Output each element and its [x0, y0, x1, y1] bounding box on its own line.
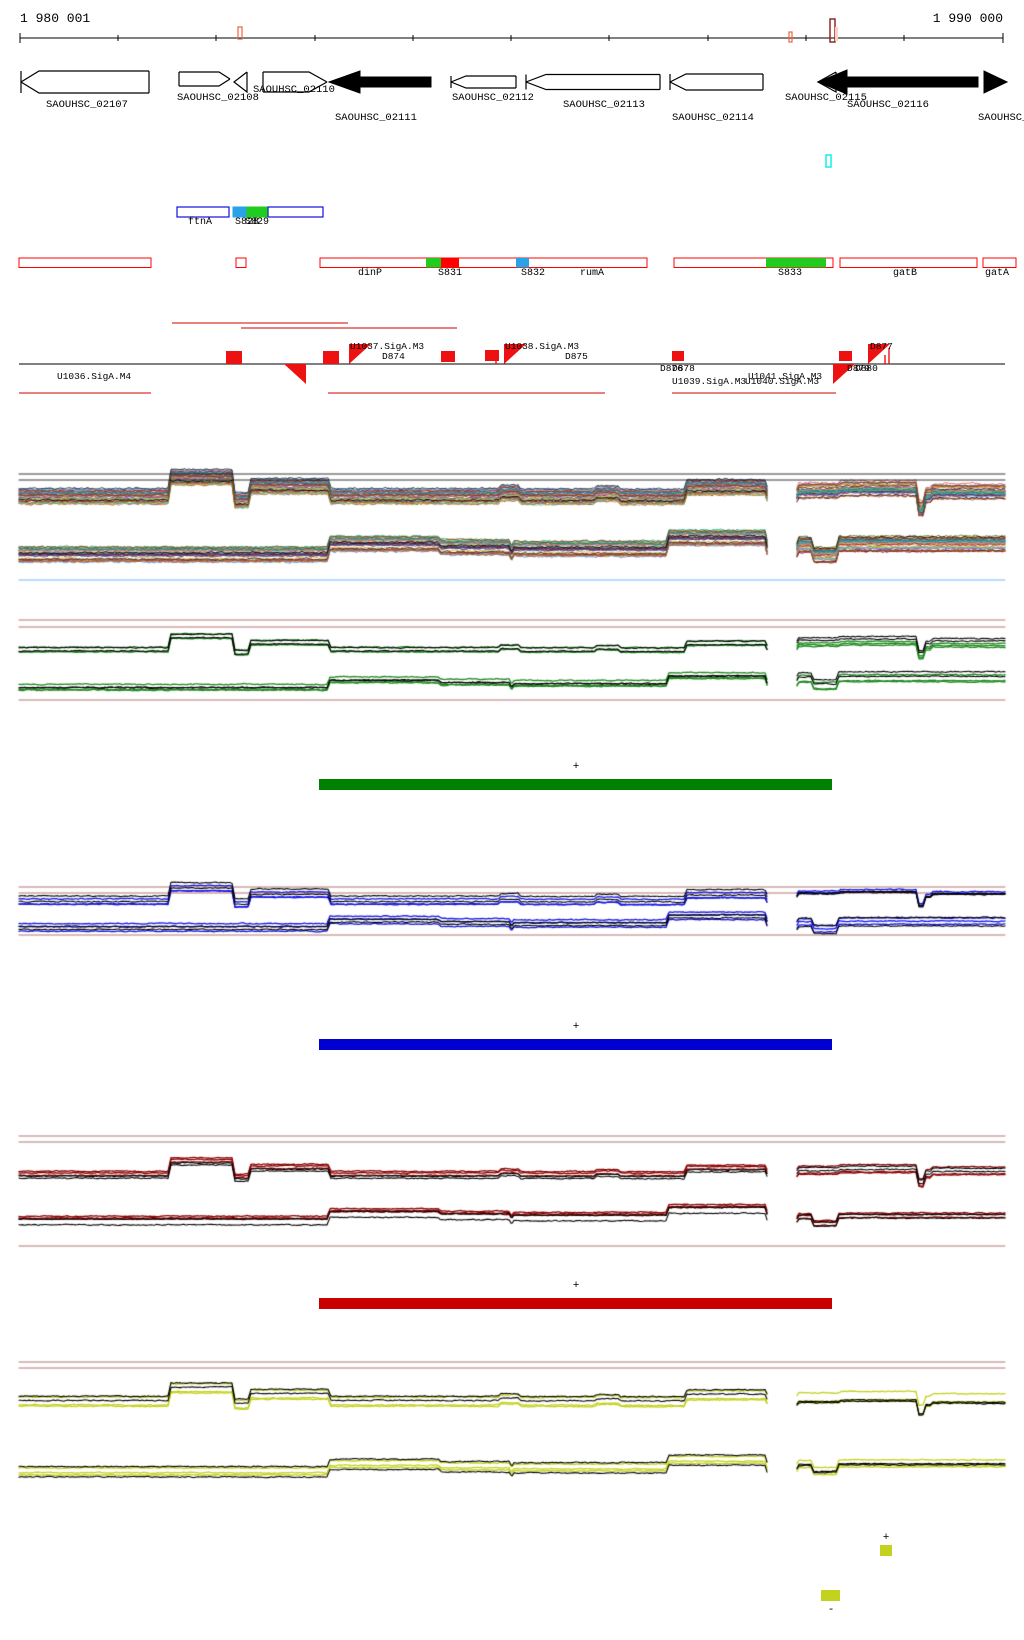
svg-text:SAOUHSC_0211: SAOUHSC_0211 [978, 112, 1024, 124]
svg-text:D878: D878 [672, 363, 695, 374]
svg-text:gatA: gatA [985, 268, 1009, 279]
svg-text:SAOUHSC_02108: SAOUHSC_02108 [177, 92, 259, 104]
svg-text:U1039.SigA.M3: U1039.SigA.M3 [672, 376, 746, 387]
svg-text:SAOUHSC_02114: SAOUHSC_02114 [672, 112, 754, 124]
svg-text:1 990 000: 1 990 000 [933, 11, 1003, 26]
svg-text:S833: S833 [778, 268, 802, 279]
svg-text:SAOUHSC_02107: SAOUHSC_02107 [46, 99, 128, 111]
svg-text:SAOUHSC_02113: SAOUHSC_02113 [563, 99, 645, 111]
svg-text:D877: D877 [870, 341, 893, 352]
svg-text:-: - [828, 1604, 835, 1616]
svg-text:S832: S832 [521, 268, 545, 279]
svg-text:SAOUHSC_02110: SAOUHSC_02110 [253, 84, 335, 96]
svg-text:D875: D875 [565, 351, 588, 362]
svg-text:S829: S829 [245, 217, 269, 228]
svg-text:D874: D874 [382, 351, 405, 362]
svg-text:ftnA: ftnA [188, 216, 212, 228]
svg-text:D880: D880 [855, 363, 878, 374]
svg-text:dinP: dinP [358, 267, 382, 279]
svg-text:S831: S831 [438, 268, 462, 279]
svg-text:+: + [883, 1532, 890, 1544]
svg-text:SAOUHSC_02116: SAOUHSC_02116 [847, 99, 929, 111]
svg-text:+: + [573, 1021, 580, 1033]
svg-text:+: + [573, 761, 580, 773]
svg-text:rumA: rumA [580, 268, 604, 279]
svg-text:1 980 001: 1 980 001 [20, 11, 90, 26]
svg-text:SAOUHSC_02112: SAOUHSC_02112 [452, 92, 534, 104]
svg-text:U1036.SigA.M4: U1036.SigA.M4 [57, 371, 131, 382]
svg-text:SAOUHSC_02111: SAOUHSC_02111 [335, 112, 417, 124]
svg-text:gatB: gatB [893, 268, 917, 279]
svg-text:U1041.SigA.M3: U1041.SigA.M3 [748, 371, 822, 382]
svg-text:+: + [573, 1280, 580, 1292]
